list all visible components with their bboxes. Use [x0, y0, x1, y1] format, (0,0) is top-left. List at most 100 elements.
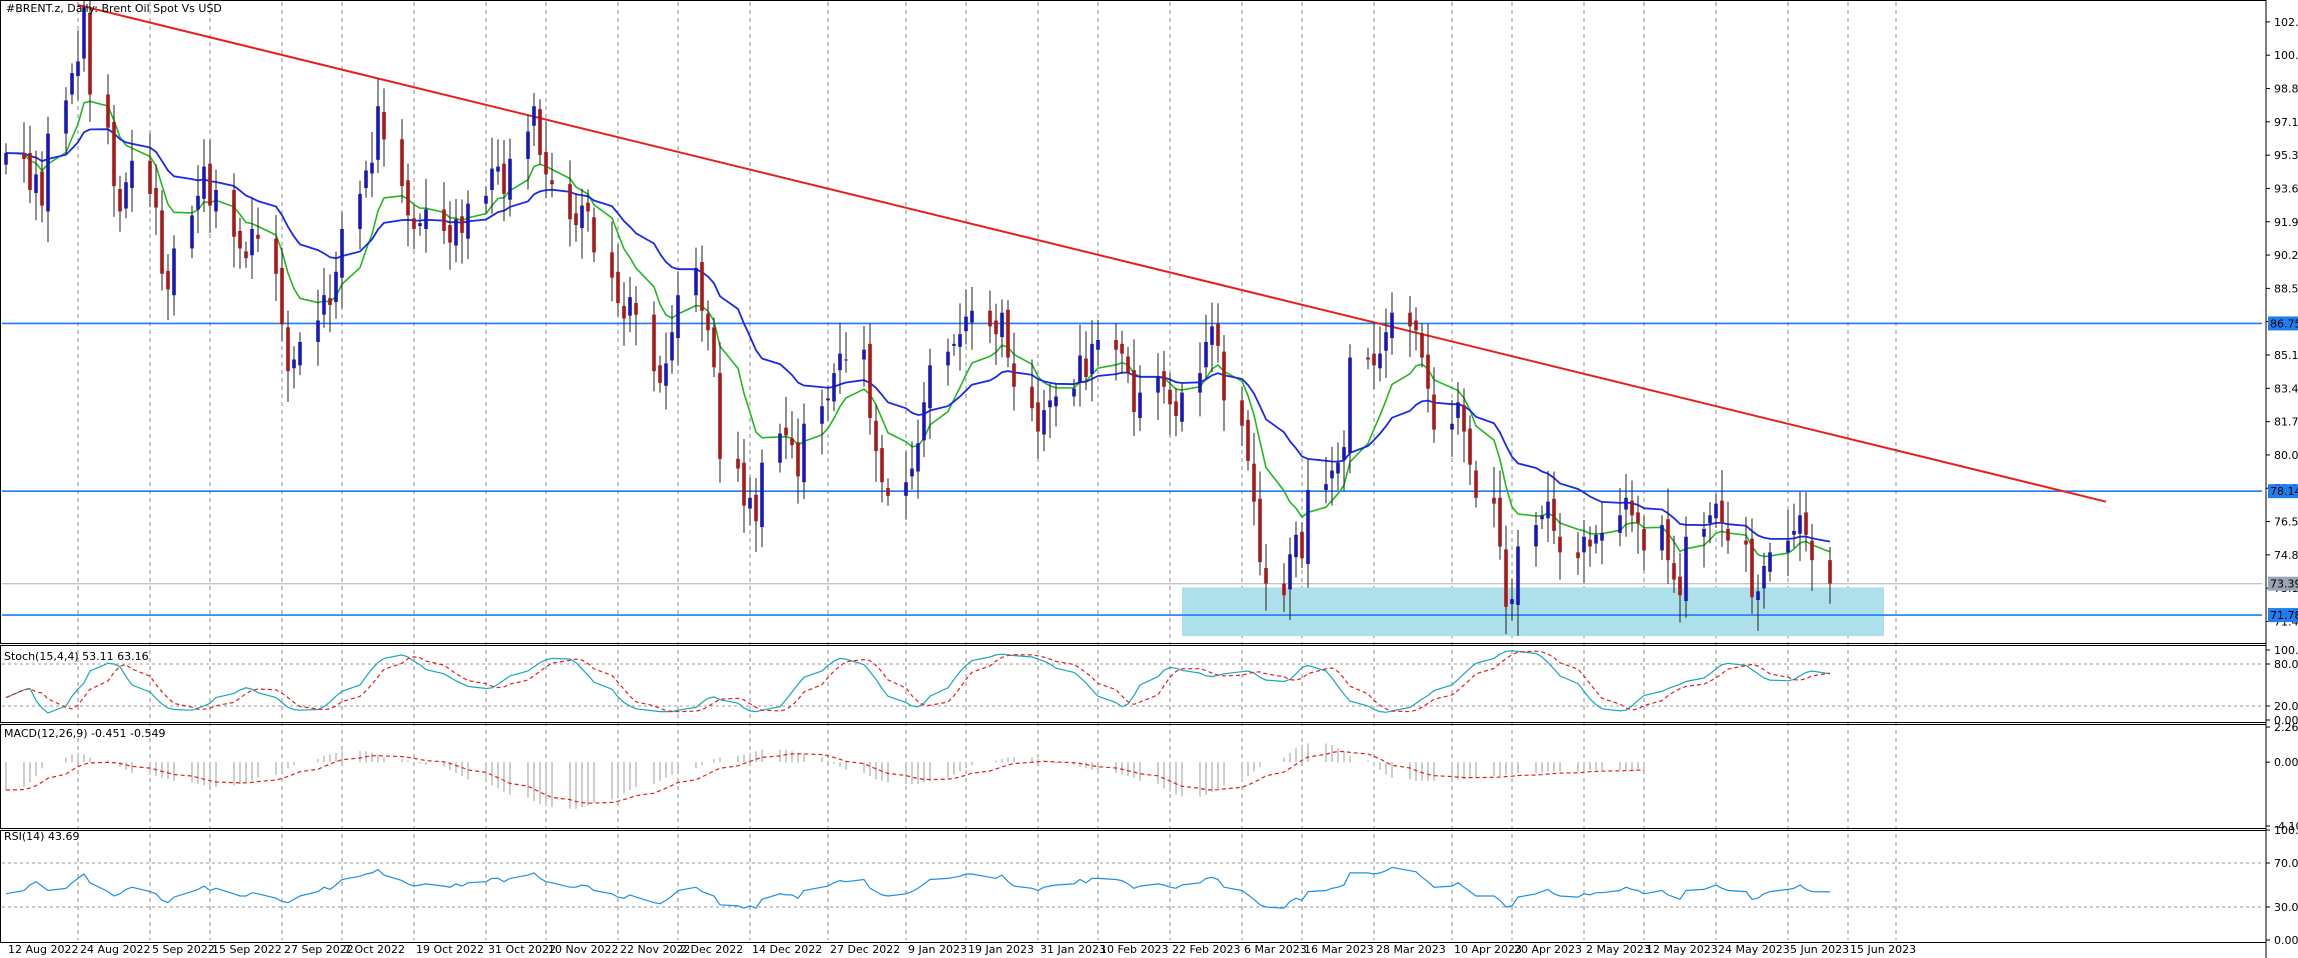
candle[interactable]	[1222, 334, 1226, 432]
candle[interactable]	[1552, 471, 1556, 545]
candle[interactable]	[1204, 314, 1208, 381]
candle[interactable]	[292, 346, 296, 389]
candle[interactable]	[1492, 467, 1496, 528]
candle[interactable]	[28, 125, 32, 204]
candle[interactable]	[508, 138, 512, 217]
candle[interactable]	[1096, 319, 1100, 367]
candle[interactable]	[376, 78, 380, 174]
candle[interactable]	[130, 130, 134, 212]
candle[interactable]	[1324, 456, 1328, 504]
candle[interactable]	[994, 303, 998, 365]
candle[interactable]	[1546, 470, 1550, 543]
candle[interactable]	[286, 310, 290, 402]
candle[interactable]	[1762, 552, 1766, 609]
candle[interactable]	[616, 244, 620, 317]
candle[interactable]	[880, 434, 884, 503]
candle[interactable]	[46, 116, 50, 243]
candle[interactable]	[628, 276, 632, 333]
candle[interactable]	[106, 74, 110, 145]
candle[interactable]	[1828, 546, 1832, 604]
candle[interactable]	[1246, 410, 1250, 471]
candle[interactable]	[928, 348, 932, 439]
candle[interactable]	[196, 165, 200, 234]
candle[interactable]	[442, 182, 446, 245]
candle[interactable]	[454, 198, 458, 263]
candle[interactable]	[1174, 388, 1178, 437]
candle[interactable]	[148, 133, 152, 208]
candle[interactable]	[1054, 383, 1058, 427]
candle[interactable]	[1684, 516, 1688, 618]
candle[interactable]	[874, 404, 878, 482]
candle[interactable]	[1600, 502, 1604, 565]
candle[interactable]	[1252, 432, 1256, 526]
candle[interactable]	[1258, 471, 1262, 576]
candle[interactable]	[112, 105, 116, 217]
candle[interactable]	[1120, 330, 1124, 374]
candle[interactable]	[4, 143, 8, 175]
candle[interactable]	[1366, 347, 1370, 370]
candle[interactable]	[1618, 488, 1622, 547]
candle[interactable]	[238, 217, 242, 269]
candle[interactable]	[172, 235, 176, 316]
candle[interactable]	[820, 389, 824, 455]
candle[interactable]	[202, 139, 206, 213]
candle[interactable]	[1348, 344, 1352, 474]
candle[interactable]	[952, 334, 956, 356]
candle[interactable]	[1006, 300, 1010, 368]
candle[interactable]	[382, 88, 386, 167]
candle[interactable]	[844, 332, 848, 373]
candle[interactable]	[1516, 529, 1520, 636]
candle[interactable]	[1504, 525, 1508, 635]
candle[interactable]	[502, 139, 506, 222]
candle[interactable]	[760, 449, 764, 548]
candle[interactable]	[970, 287, 974, 350]
rsi-panel[interactable]	[2, 862, 2262, 909]
candle[interactable]	[958, 303, 962, 371]
candle[interactable]	[592, 207, 596, 263]
candle[interactable]	[1288, 537, 1292, 621]
candle[interactable]	[1264, 544, 1268, 611]
candle[interactable]	[1000, 299, 1004, 358]
candle[interactable]	[1678, 552, 1682, 623]
stochastic-panel[interactable]	[2, 650, 2262, 714]
candle[interactable]	[652, 301, 656, 392]
candle[interactable]	[1642, 515, 1646, 571]
candle[interactable]	[1786, 509, 1790, 577]
candle[interactable]	[622, 282, 626, 346]
candle[interactable]	[1126, 346, 1130, 383]
candle[interactable]	[1090, 320, 1094, 402]
candle[interactable]	[1456, 382, 1460, 435]
candle[interactable]	[910, 441, 914, 490]
candle[interactable]	[532, 92, 536, 146]
candle[interactable]	[124, 172, 128, 219]
candle[interactable]	[1084, 331, 1088, 391]
candle[interactable]	[1300, 522, 1304, 568]
candle[interactable]	[1336, 442, 1340, 491]
candle[interactable]	[712, 317, 716, 378]
candle[interactable]	[670, 304, 674, 374]
candle[interactable]	[1708, 502, 1712, 544]
candle[interactable]	[1282, 563, 1286, 612]
candle[interactable]	[400, 119, 404, 203]
candle[interactable]	[1666, 488, 1670, 584]
candle[interactable]	[1474, 460, 1478, 508]
candle[interactable]	[664, 332, 668, 410]
candle[interactable]	[22, 122, 26, 183]
candle[interactable]	[1660, 515, 1664, 561]
candle[interactable]	[586, 189, 590, 232]
candle[interactable]	[1540, 505, 1544, 529]
candle[interactable]	[1798, 491, 1802, 562]
candle[interactable]	[838, 322, 842, 394]
candle[interactable]	[418, 213, 422, 236]
candle[interactable]	[364, 160, 368, 198]
candle[interactable]	[916, 419, 920, 499]
candle[interactable]	[1468, 415, 1472, 485]
candle[interactable]	[634, 286, 638, 346]
candle[interactable]	[448, 201, 452, 270]
candle[interactable]	[784, 396, 788, 460]
candle[interactable]	[70, 63, 74, 105]
candle[interactable]	[1048, 383, 1052, 438]
candle[interactable]	[250, 198, 254, 280]
candle[interactable]	[922, 382, 926, 458]
candle[interactable]	[742, 438, 746, 533]
